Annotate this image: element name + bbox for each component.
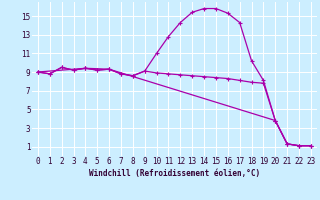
X-axis label: Windchill (Refroidissement éolien,°C): Windchill (Refroidissement éolien,°C) — [89, 169, 260, 178]
